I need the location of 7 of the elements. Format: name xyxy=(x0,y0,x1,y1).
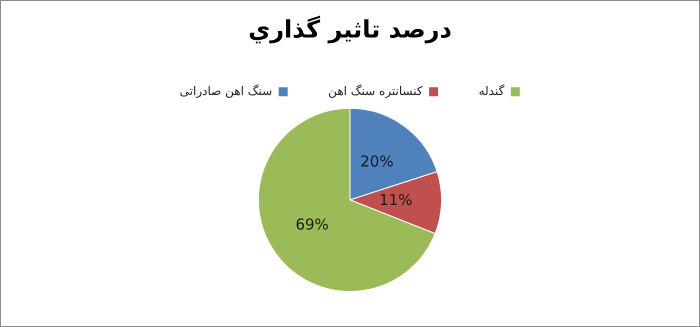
legend-label: گندله xyxy=(478,84,505,98)
chart-title: درصد تاثير گذاري xyxy=(248,16,452,44)
data-label: 11% xyxy=(379,191,412,210)
legend-label: کنسانتره سنگ اهن xyxy=(328,84,423,98)
data-label: 20% xyxy=(360,152,394,171)
legend-label: سنگ اهن صادراتی xyxy=(180,84,272,98)
data-label: 69% xyxy=(295,216,329,234)
